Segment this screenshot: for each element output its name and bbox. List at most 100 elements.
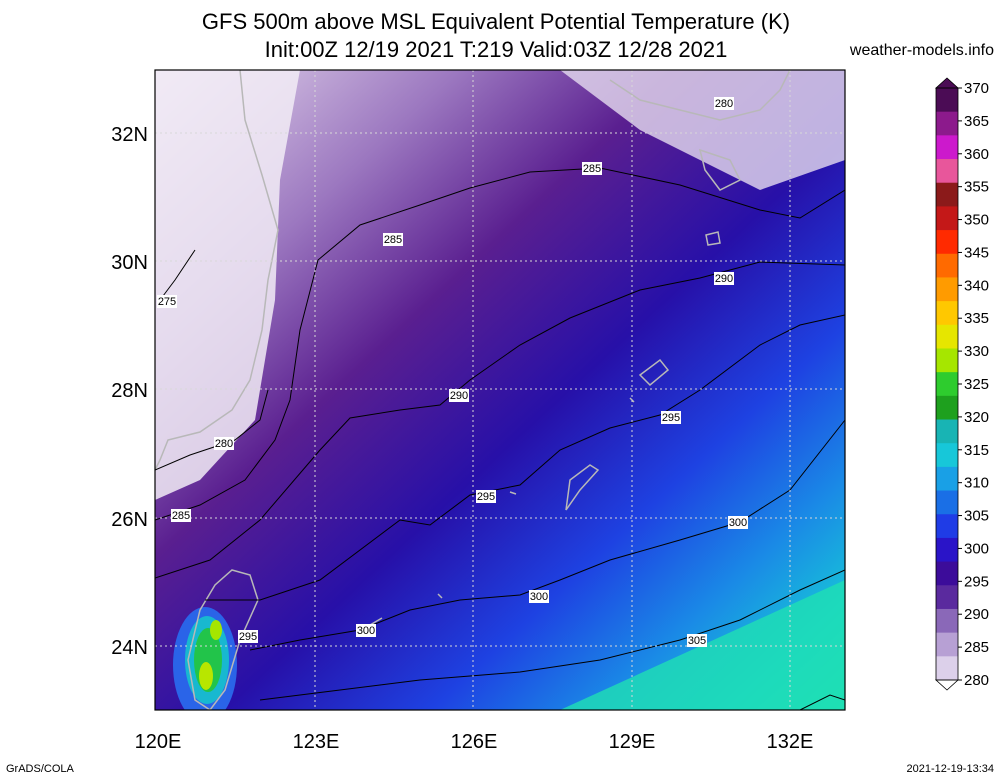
contour-label: 295 bbox=[476, 490, 496, 503]
lon-label: 132E bbox=[767, 731, 814, 753]
contour-label: 280 bbox=[714, 97, 734, 110]
colorbar-swatch bbox=[936, 514, 958, 539]
contour-label-layer: 280 280 285 285 275 290 290 295 295 295 … bbox=[157, 97, 748, 647]
contour-label: 290 bbox=[449, 389, 469, 402]
coastline-okinawa bbox=[638, 358, 670, 387]
footer-timestamp: 2021-12-19-13:34 bbox=[906, 763, 994, 775]
colorbar-tick-label: 300 bbox=[964, 540, 989, 557]
lon-label: 126E bbox=[451, 731, 498, 753]
colorbar-cap bbox=[934, 679, 960, 691]
colorbar-swatch bbox=[936, 159, 958, 184]
contour-295 bbox=[205, 314, 845, 601]
contour-label: 275 bbox=[157, 295, 177, 308]
colorbar-swatch bbox=[936, 537, 958, 563]
contour-310 bbox=[799, 694, 845, 710]
contour-label-text: 295 bbox=[662, 412, 680, 424]
colorbar: 370 365 360 355 350 345 340 335 330 325 320 315 310 3… bbox=[934, 77, 989, 691]
colorbar-swatch bbox=[936, 230, 958, 255]
colorbar-swatch bbox=[936, 585, 958, 610]
contour-label: 300 bbox=[356, 624, 376, 637]
contour-305 bbox=[259, 569, 845, 701]
site-credit: weather-models.info bbox=[849, 42, 994, 59]
colorbar-tick-label: 290 bbox=[964, 606, 989, 623]
contour-label-text: 300 bbox=[530, 591, 548, 603]
colorbar-tick-label: 310 bbox=[964, 475, 989, 492]
lat-labels: 32N 30N 28N 26N 24N bbox=[111, 124, 148, 659]
map-field bbox=[155, 70, 845, 710]
footer-credit: GrADS/COLA bbox=[6, 763, 74, 775]
colorbar-tick-label: 280 bbox=[964, 672, 989, 689]
contour-label-text: 280 bbox=[215, 438, 233, 450]
lat-label: 30N bbox=[111, 252, 148, 274]
map-title: GFS 500m above MSL Equivalent Potential … bbox=[201, 9, 791, 34]
colorbar-tick-label: 315 bbox=[964, 442, 989, 459]
colorbar-tick-label: 345 bbox=[964, 244, 989, 261]
colorbar-tick-label: 355 bbox=[964, 179, 989, 196]
colorbar-swatch bbox=[936, 324, 958, 349]
contour-label-text: 295 bbox=[477, 491, 495, 503]
colorbar-swatch bbox=[936, 277, 958, 302]
contour-280-west bbox=[155, 389, 269, 471]
contour-label: 285 bbox=[171, 509, 191, 522]
coastline-ryukyu bbox=[565, 464, 600, 511]
coastline-taiwan bbox=[187, 569, 259, 710]
colorbar-swatch bbox=[936, 135, 958, 160]
coastlines bbox=[155, 70, 791, 710]
contour-label: 285 bbox=[383, 233, 403, 246]
lon-label: 129E bbox=[609, 731, 656, 753]
coastline-china bbox=[155, 70, 279, 471]
colorbar-tick-label: 320 bbox=[964, 409, 989, 426]
lon-label: 123E bbox=[293, 731, 340, 753]
colorbar-swatch bbox=[936, 111, 958, 136]
colorbar-tick-label: 340 bbox=[964, 277, 989, 294]
colorbar-tick-label: 360 bbox=[964, 146, 989, 163]
colorbar-swatch bbox=[936, 490, 958, 515]
colorbar-swatch bbox=[936, 608, 958, 634]
colorbar-tick-label: 330 bbox=[964, 343, 989, 360]
colorbar-swatch bbox=[936, 561, 958, 586]
coastline-kyushu bbox=[698, 148, 742, 191]
contour-label: 300 bbox=[728, 516, 748, 529]
contour-label: 305 bbox=[687, 634, 707, 647]
colorbar-tick-label: 325 bbox=[964, 376, 989, 393]
contour-label-text: 285 bbox=[172, 510, 190, 522]
colorbar-swatch bbox=[936, 632, 958, 657]
contour-label-text: 300 bbox=[729, 517, 747, 529]
contour-label: 295 bbox=[238, 630, 258, 643]
contour-label: 300 bbox=[529, 590, 549, 603]
contour-label-text: 280 bbox=[715, 98, 733, 110]
colorbar-swatch bbox=[936, 182, 958, 207]
contour-label: 280 bbox=[214, 437, 234, 450]
contour-label-text: 285 bbox=[583, 163, 601, 175]
contour-label: 295 bbox=[661, 411, 681, 424]
colorbar-tick-label: 370 bbox=[964, 80, 989, 97]
colorbar-swatch bbox=[936, 395, 958, 421]
contour-label-text: 290 bbox=[715, 273, 733, 285]
lat-label: 26N bbox=[111, 509, 148, 531]
colorbar-swatch bbox=[936, 348, 958, 373]
contour-label-text: 300 bbox=[357, 625, 375, 637]
colorbar-swatch bbox=[936, 443, 958, 468]
contour-300 bbox=[249, 419, 845, 651]
colorbar-swatch bbox=[936, 372, 958, 397]
contour-285-west bbox=[155, 167, 845, 521]
colorbar-tick-label: 305 bbox=[964, 508, 989, 525]
colorbar-tick-label: 350 bbox=[964, 212, 989, 229]
map-subtitle: Init:00Z 12/19 2021 T:219 Valid:03Z 12/2… bbox=[264, 37, 728, 62]
lon-labels: 120E 123E 126E 129E 132E bbox=[135, 731, 814, 753]
contour-label-text: 295 bbox=[239, 631, 257, 643]
contour-label: 290 bbox=[714, 272, 734, 285]
contour-label-text: 285 bbox=[384, 234, 402, 246]
colorbar-tick-label: 365 bbox=[964, 113, 989, 130]
coastline-japan bbox=[609, 70, 791, 121]
colorbar-tick-label: 285 bbox=[964, 639, 989, 656]
colorbar-swatch bbox=[936, 301, 958, 326]
colorbar-swatch bbox=[936, 419, 958, 444]
contour-label-text: 290 bbox=[450, 390, 468, 402]
colorbar-tick-label: 295 bbox=[964, 573, 989, 590]
contour-label-text: 305 bbox=[688, 635, 706, 647]
map-frame bbox=[154, 69, 846, 711]
colorbar-swatch bbox=[936, 466, 958, 492]
colorbar-swatch bbox=[936, 253, 958, 278]
